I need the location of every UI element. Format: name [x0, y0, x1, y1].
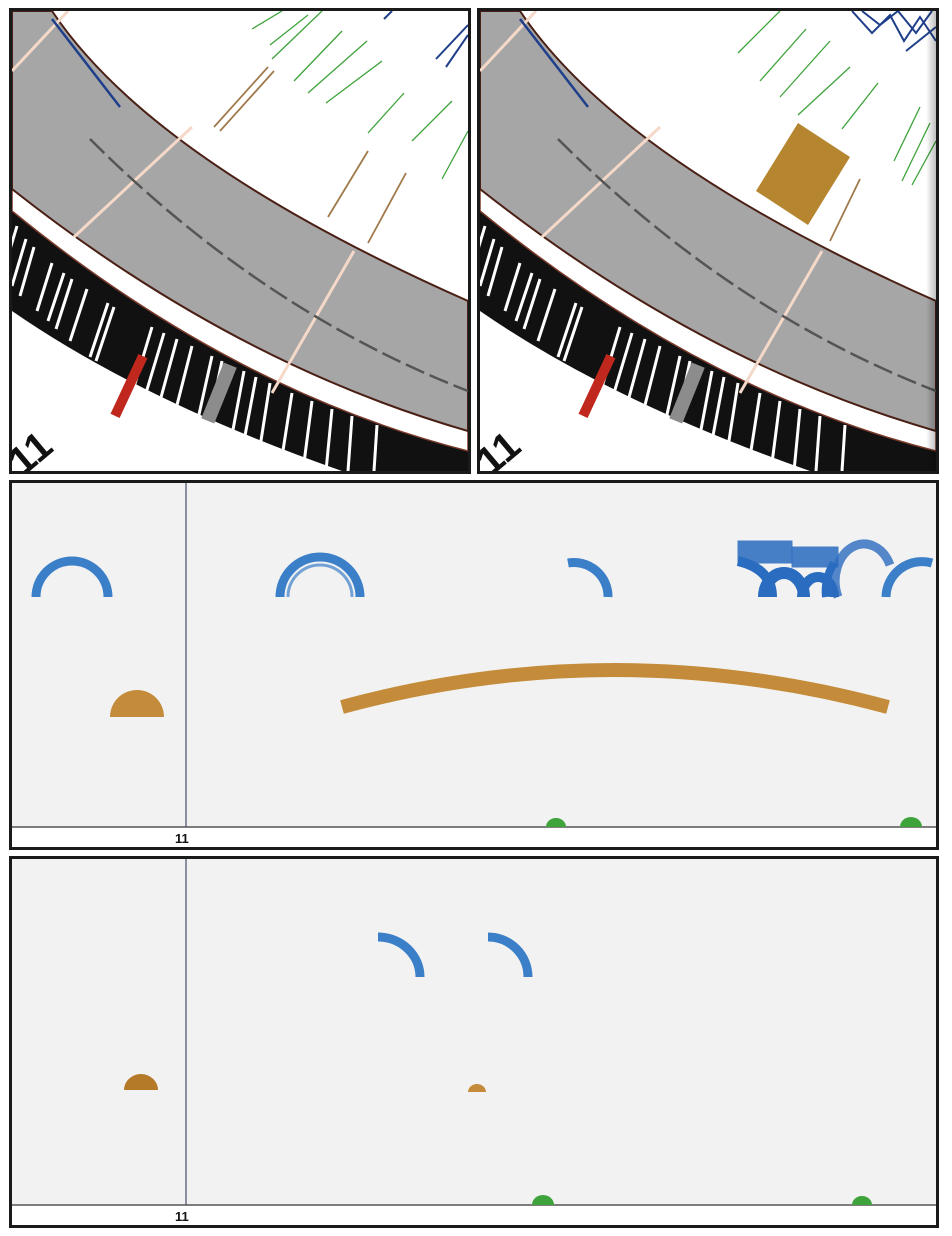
- ideogram-centromere-band: [110, 353, 148, 419]
- axis-strip: [12, 1205, 936, 1225]
- circos-top-left-canvas: 11: [12, 11, 468, 471]
- blue-arc-2: [275, 552, 365, 598]
- linear-panel-bottom: 11: [9, 856, 939, 1228]
- green-marker-1: [532, 1195, 554, 1205]
- axis-strip: [12, 827, 936, 847]
- gold-semicircle-1: [124, 1074, 158, 1090]
- gold-highlight-block: [756, 123, 850, 225]
- ideogram-gray-band: [669, 362, 705, 424]
- link-dark-blue: [51, 18, 121, 108]
- ideogram-white-stripes: [480, 225, 847, 471]
- ideogram-centromere-band: [578, 353, 616, 419]
- ring-dashed-track: [557, 138, 936, 393]
- links-green: [251, 11, 468, 180]
- circos-top-right-canvas: 11: [480, 11, 936, 471]
- ring-dashed-track: [89, 138, 468, 393]
- blue-arc-1: [377, 932, 425, 978]
- gold-long-arc: [340, 663, 890, 714]
- linear-panel-middle: 11: [9, 480, 939, 850]
- linear-middle-canvas: 11: [12, 483, 936, 847]
- linear-bottom-canvas: 11: [12, 859, 936, 1225]
- panel-right-shadow: [926, 11, 936, 471]
- chromosome-ring: [12, 11, 468, 433]
- axis-label: 11: [175, 831, 189, 846]
- links-gold: [213, 66, 407, 244]
- blue-arc-4: [881, 557, 934, 598]
- green-marker-2: [900, 817, 922, 827]
- chromosome-ring: [480, 11, 936, 433]
- axis-label: 11: [175, 1209, 189, 1224]
- link-dark-blue: [519, 18, 589, 108]
- circos-panel-top-left: 11: [9, 8, 471, 474]
- gold-semicircle: [110, 690, 164, 717]
- green-marker-1: [546, 818, 566, 827]
- links-green: [737, 11, 936, 186]
- blue-arc-cluster: [736, 539, 895, 599]
- gold-semicircle-2: [468, 1084, 486, 1092]
- ideogram-white-stripes: [12, 225, 379, 471]
- links-blue: [851, 11, 936, 52]
- blue-arc-3: [567, 557, 613, 598]
- links-blue: [383, 11, 468, 68]
- circos-panel-top-right: 11: [477, 8, 939, 474]
- green-marker-2: [852, 1196, 872, 1205]
- ideogram-gray-band: [201, 362, 237, 424]
- blue-arc-2: [487, 932, 533, 978]
- blue-arc-1: [31, 556, 113, 598]
